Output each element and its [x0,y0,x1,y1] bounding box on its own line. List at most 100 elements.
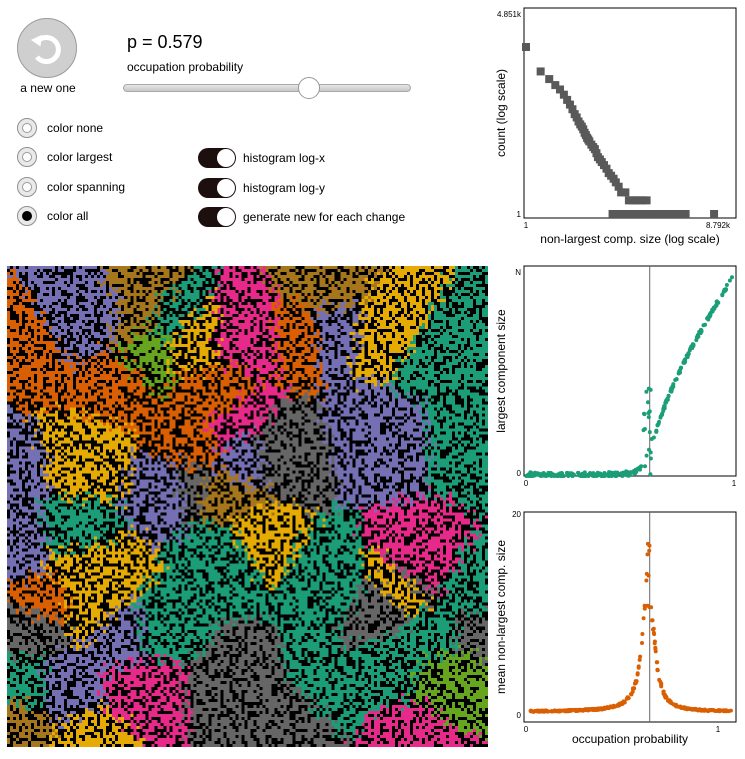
mean-point-316 [617,701,622,706]
hist-x-tick-max: 8.792k [706,221,731,230]
regenerate-button[interactable] [17,18,77,78]
slider-label: occupation probability [127,60,244,74]
mean-point-244 [661,689,666,694]
mean-point-220 [647,605,652,610]
largest-point-286 [552,474,557,478]
histogram-point-4 [556,85,565,94]
mean-point-246 [645,552,650,557]
histogram-point-52 [658,210,667,218]
hist-y-tick-max: 4.851k [497,10,522,19]
radio-color-spanning[interactable] [17,177,37,197]
largest-point-293 [524,474,529,478]
largest-point-300 [539,474,544,478]
largest-point-276 [648,387,653,392]
largest-point-250 [724,283,729,287]
histogram-point-49 [644,210,653,218]
largest-point-112 [666,394,671,399]
mean-point-111 [644,571,649,576]
mean-point-11 [647,548,652,553]
hist-x-label: non-largest comp. size (log scale) [540,232,719,246]
radio-color-all[interactable] [17,206,37,226]
mean-point-157 [651,627,655,632]
mean-point-327 [697,707,702,712]
largest-y-tick-min: 0 [517,469,522,478]
histogram-point-43 [613,210,622,218]
mean-point-323 [603,706,608,711]
largest-point-256 [720,293,725,298]
largest-point-301 [710,309,714,314]
largest-point-316 [592,474,596,478]
hist-x-tick-min: 1 [524,221,529,230]
mean-point-243 [536,708,540,713]
slider-track[interactable] [123,84,411,92]
largest-y-tick-max: N [515,268,521,277]
toggle-histogram-log-y[interactable] [198,178,236,198]
histogram-point-47 [634,210,643,218]
occupation-probability-slider[interactable] [123,77,411,99]
mean-point-306 [573,708,578,713]
largest-point-186 [648,472,653,477]
largest-point-299 [714,303,718,308]
histogram-point-28 [602,164,611,173]
mean-point-318 [529,708,533,713]
mean-size-chart: 20 0 0 1 occupation probability mean non… [494,510,737,746]
mean-y-label: mean non-largest comp. size [494,540,508,694]
largest-point-308 [576,470,581,475]
largest-point-288 [642,411,646,416]
mean-point-317 [593,708,598,712]
largest-point-211 [671,384,676,389]
percolation-lattice[interactable] [7,266,488,747]
largest-point-181 [532,473,537,478]
radio-dot [22,211,32,221]
radio-color-largest[interactable] [17,147,37,167]
mean-point-262 [642,603,647,608]
radio-dot [22,152,32,162]
mean-point-297 [578,708,583,713]
largest-point-260 [609,470,614,475]
largest-points [524,275,734,478]
mean-point-289 [709,708,714,713]
largest-point-327 [607,474,612,478]
mean-point-155 [655,660,660,665]
largest-point-167 [696,334,701,339]
radio-dot [22,123,32,133]
toggle-histogram-log-x[interactable] [198,148,236,168]
hist-y-label: count (log scale) [494,69,508,157]
largest-point-117 [727,278,732,283]
toggle-knob [217,208,235,226]
mean-point-47 [640,632,645,636]
mean-point-183 [657,677,662,682]
largest-x-tick-max: 1 [732,479,737,488]
histogram-point-42 [608,210,617,218]
mean-point-54 [640,641,644,645]
largest-point-311 [660,412,664,417]
mean-point-249 [626,695,630,700]
mean-point-278 [659,682,664,687]
largest-point-254 [661,409,666,413]
mean-point-310 [598,707,603,711]
largest-point-306 [614,474,619,478]
histogram-point-35 [621,188,630,197]
toggle-generate-new[interactable] [198,207,236,227]
mean-point-304 [543,708,548,713]
histogram-point-6 [563,95,572,104]
largest-point-324 [685,355,690,359]
refresh-icon [30,34,61,65]
mean-point-204 [637,657,642,662]
largest-point-315 [688,346,693,351]
mean-y-tick-min: 0 [517,711,522,720]
largest-point-325 [681,360,686,365]
histogram-point-45 [623,210,632,218]
largest-point-118 [646,400,650,405]
histogram-point-59 [710,210,719,218]
mean-point-298 [713,709,718,713]
histogram-point-44 [618,210,627,218]
histogram-point-51 [654,210,663,218]
mean-x-label: occupation probability [572,732,688,746]
largest-point-320 [679,365,684,370]
largest-point-259 [673,378,678,382]
radio-color-none[interactable] [17,118,37,138]
slider-thumb[interactable] [297,77,320,99]
largest-point-133 [646,415,651,420]
mean-point-320 [703,708,708,713]
